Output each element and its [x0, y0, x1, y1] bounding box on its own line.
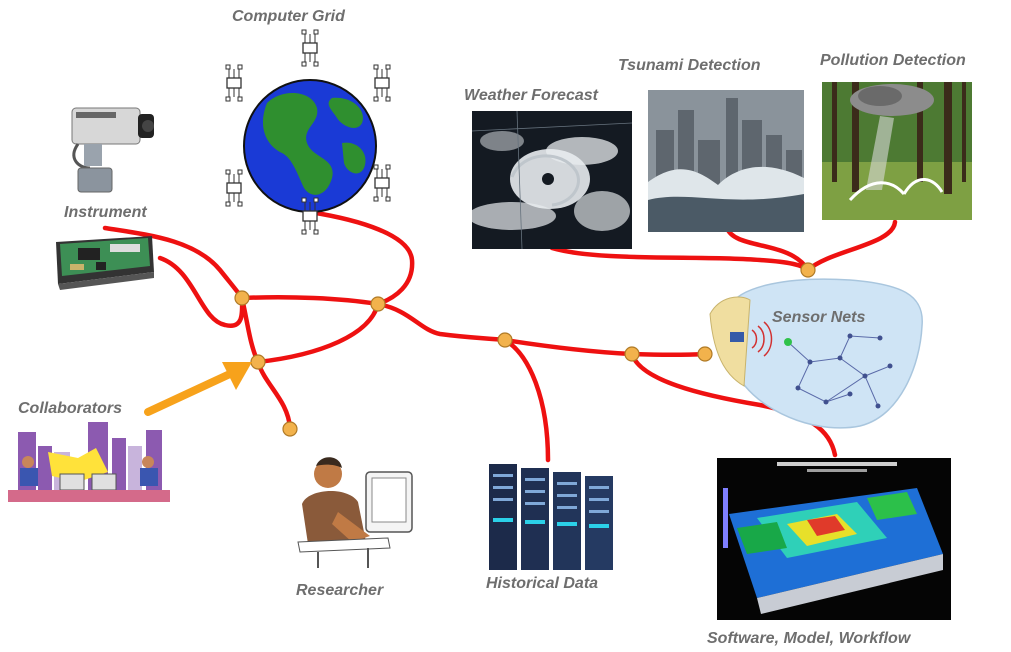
label-researcher: Researcher	[296, 582, 384, 599]
node	[697, 346, 713, 362]
node	[497, 332, 513, 348]
node	[624, 346, 640, 362]
label-collaborators: Collaborators	[18, 400, 123, 417]
node	[370, 296, 386, 312]
node	[800, 262, 816, 278]
link-grid-hub	[307, 209, 415, 307]
server-rack-icon	[489, 464, 613, 570]
link-pollution-sensor	[805, 219, 898, 273]
link-grid-down	[255, 301, 381, 365]
node	[282, 421, 298, 437]
link-researcher	[255, 359, 293, 431]
hurricane-satellite-image	[472, 111, 632, 249]
link-instrument-hub	[102, 225, 245, 301]
link-tsunami-sensor	[724, 225, 811, 273]
label-sensor-nets: Sensor Nets	[772, 309, 866, 326]
label-tsunami-detection: Tsunami Detection	[618, 57, 761, 74]
forest-pollution-image	[822, 82, 972, 220]
link-main-3	[502, 337, 635, 357]
link-main-1	[239, 295, 381, 307]
temperature-3d-plot-image	[717, 458, 951, 620]
link-board-hub	[157, 255, 245, 329]
collaborators-arrow	[144, 362, 252, 416]
link-weather-sensor	[549, 245, 811, 273]
collaborators-icon	[8, 422, 170, 502]
sensor-net-shape	[709, 278, 923, 429]
label-historical-data: Historical Data	[486, 575, 599, 592]
label-weather-forecast: Weather Forecast	[464, 87, 598, 104]
node	[234, 290, 250, 306]
link-main-4	[629, 351, 708, 357]
label-computer-grid: Computer Grid	[232, 8, 345, 25]
researcher-icon	[297, 457, 413, 568]
tsunami-city-image	[648, 90, 804, 232]
link-historical	[502, 337, 551, 463]
label-software-model-workflow: Software, Model, Workflow	[707, 630, 911, 647]
label-pollution-detection: Pollution Detection	[820, 52, 966, 69]
link-software	[629, 351, 838, 458]
link-main-2	[375, 301, 508, 343]
label-instrument: Instrument	[64, 204, 147, 221]
node	[250, 354, 266, 370]
globe-icon	[225, 29, 391, 235]
circuit-board-icon	[56, 236, 154, 290]
link-hub-lower	[239, 295, 261, 365]
camera-icon	[71, 107, 154, 193]
